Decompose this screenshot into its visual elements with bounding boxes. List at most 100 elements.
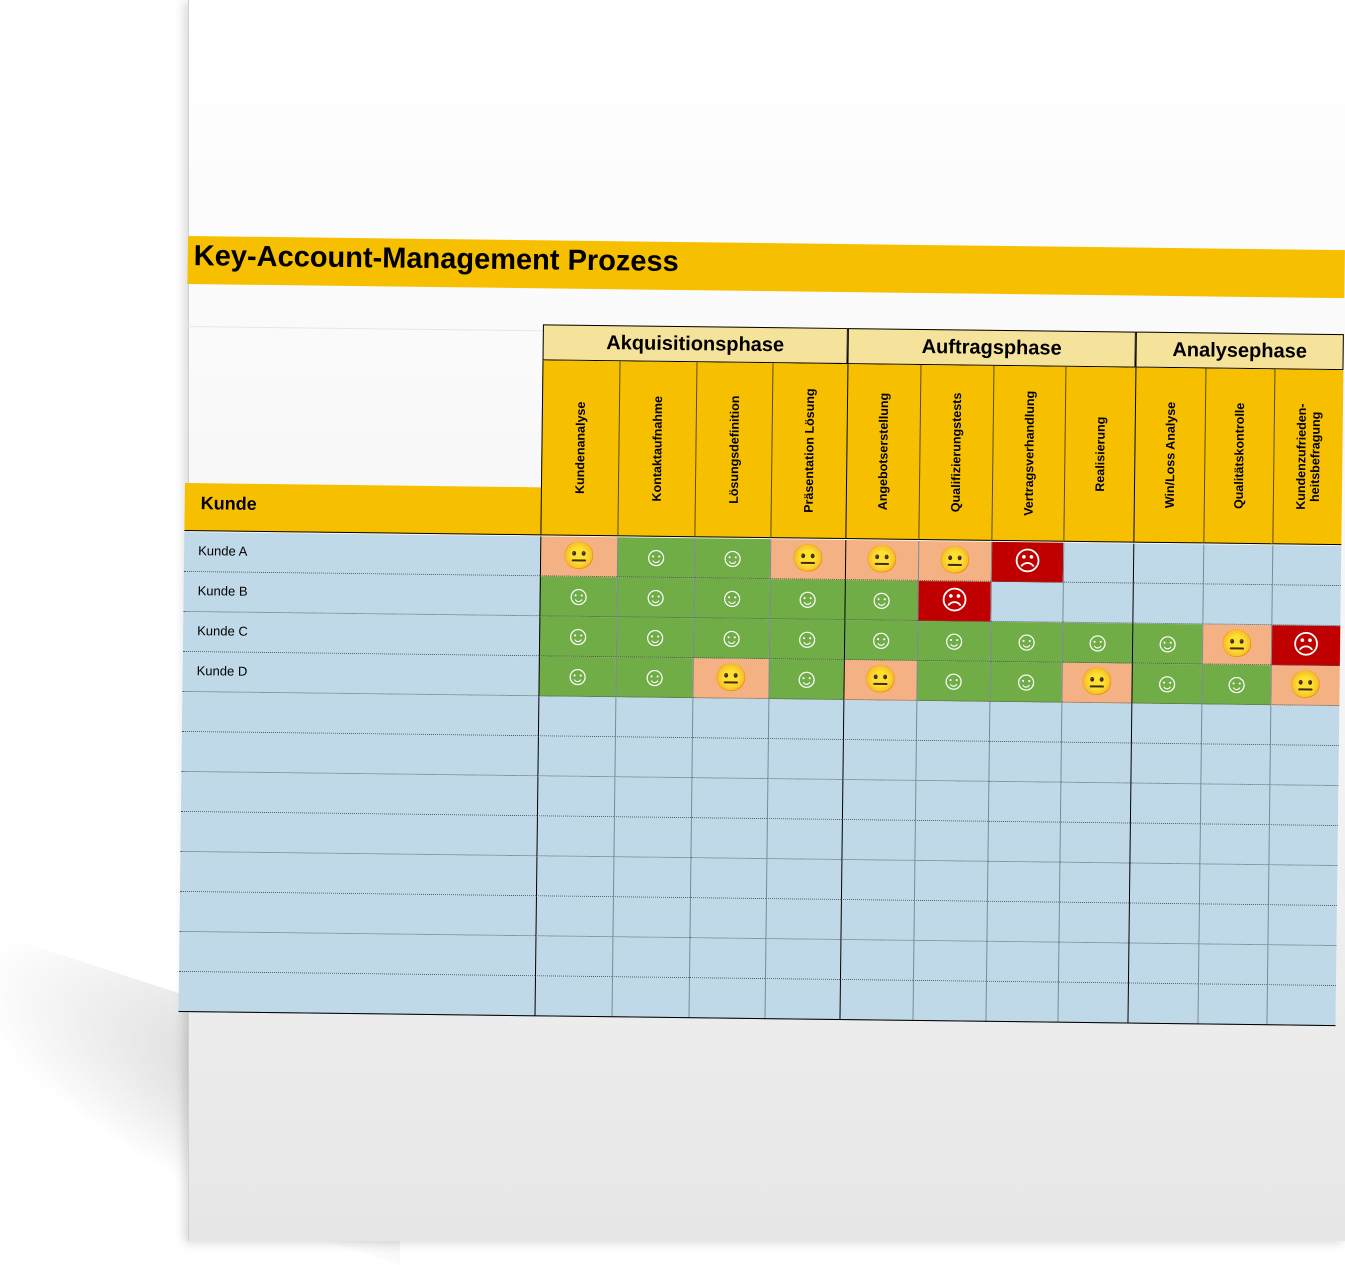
status-cell: ☺ <box>616 537 695 579</box>
status-cell: 😐 <box>1201 624 1272 666</box>
status-cell <box>1200 704 1271 746</box>
smiley-neutral-icon: 😐 <box>1080 666 1115 698</box>
status-cell: ☺ <box>769 579 845 621</box>
status-cell: ☺ <box>1061 622 1133 664</box>
status-cell <box>1268 825 1338 867</box>
status-cell <box>988 741 1061 783</box>
column-header-label: Kontaktaufnahme <box>649 395 666 502</box>
status-cell: ☺ <box>916 660 990 702</box>
column-header-label: Angebotserstellung <box>875 392 892 511</box>
status-cell <box>765 899 841 941</box>
status-cell: ☺ <box>693 538 771 580</box>
status-cell <box>1267 905 1337 947</box>
column-header: Lösungsdefinition <box>694 362 773 539</box>
smiley-happy-icon: ☺ <box>718 582 747 613</box>
column-header: Kundenzufrieden- heitsbefragung <box>1272 369 1344 546</box>
smiley-happy-icon: ☺ <box>793 623 822 654</box>
status-cell <box>688 978 765 1020</box>
status-cell <box>536 816 614 858</box>
status-cell <box>613 777 692 819</box>
smiley-neutral-icon: 😐 <box>863 664 898 695</box>
status-cell <box>987 821 1060 863</box>
customer-row-label <box>181 731 538 777</box>
status-cell <box>1200 744 1270 786</box>
status-cell: ☺ <box>768 619 845 661</box>
column-header-label: Qualifizierungstests <box>948 392 965 513</box>
status-cell <box>990 581 1063 623</box>
phase-header: Auftragsphase <box>847 328 1136 368</box>
customer-row-label <box>180 771 538 817</box>
status-cell: ☺ <box>538 656 616 698</box>
status-cell <box>767 699 844 741</box>
status-cell: ☺ <box>538 616 617 658</box>
status-cell <box>1271 585 1341 627</box>
smiley-happy-icon: ☺ <box>939 665 968 696</box>
customer-header: Kunde <box>184 482 541 536</box>
status-cell <box>841 780 916 821</box>
smiley-happy-icon: ☺ <box>867 584 896 615</box>
status-cell <box>537 696 616 738</box>
status-cell <box>1269 705 1340 747</box>
customer-row-label: Kunde D <box>182 651 539 697</box>
status-cell <box>913 860 988 902</box>
status-cell <box>765 859 842 901</box>
status-cell <box>912 940 987 982</box>
status-cell <box>536 776 615 818</box>
smiley-happy-icon: ☺ <box>563 660 592 691</box>
smiley-happy-icon: ☺ <box>717 622 746 653</box>
status-cell <box>1060 702 1132 744</box>
status-cell <box>987 781 1061 823</box>
status-cell: ☺ <box>616 577 694 619</box>
smiley-happy-icon: ☺ <box>564 580 593 611</box>
status-cell <box>1127 983 1198 1025</box>
status-cell <box>612 857 691 899</box>
status-cell: 😐 <box>844 540 919 581</box>
status-cell <box>1197 984 1267 1026</box>
customer-row-label: Kunde C <box>182 611 540 657</box>
status-cell: ☹ <box>917 580 991 622</box>
status-cell <box>1129 783 1201 825</box>
status-cell: 😐 <box>843 660 917 701</box>
status-cell <box>611 937 690 979</box>
status-cell <box>689 898 766 940</box>
status-cell: ☺ <box>1201 664 1271 706</box>
status-cell <box>691 738 768 780</box>
status-cell <box>1128 903 1199 945</box>
status-cell <box>840 900 914 941</box>
status-cell: ☺ <box>768 659 844 701</box>
smiley-neutral-icon: 😐 <box>714 662 749 693</box>
status-cell <box>1268 785 1339 827</box>
smiley-sad-icon: ☹ <box>1013 546 1042 577</box>
customer-row-label <box>179 891 536 937</box>
status-cell: 😐 <box>769 539 846 581</box>
status-cell: ☺ <box>693 578 770 620</box>
smiley-happy-icon: ☺ <box>1153 627 1182 659</box>
column-header: Win/Loss Analyse <box>1133 367 1206 544</box>
status-cell <box>986 901 1059 943</box>
status-cell <box>839 980 913 1021</box>
smiley-happy-icon: ☺ <box>792 663 821 694</box>
status-cell <box>1198 904 1268 946</box>
smiley-happy-icon: ☺ <box>793 583 822 614</box>
kam-table: Key-Account-Management Prozess Kunde Akq… <box>178 236 1345 1027</box>
smiley-neutral-icon: 😐 <box>1288 669 1323 700</box>
status-cell <box>842 700 917 741</box>
status-cell: ☺ <box>1131 623 1203 665</box>
smiley-happy-icon: ☺ <box>1083 626 1112 658</box>
column-header-label: Qualitätskontrolle <box>1231 402 1248 510</box>
status-cell <box>842 740 916 781</box>
status-cell: ☹ <box>990 541 1064 583</box>
column-header: Vertragsverhandlung <box>991 365 1066 542</box>
status-cell: ☺ <box>989 621 1063 663</box>
status-cell <box>1269 745 1339 787</box>
status-cell <box>1057 942 1129 984</box>
smiley-sad-icon: ☹ <box>940 585 969 616</box>
customer-row-label <box>180 811 537 857</box>
status-cell <box>1058 862 1130 904</box>
smiley-happy-icon: ☺ <box>1153 667 1182 699</box>
smiley-happy-icon: ☺ <box>641 621 670 652</box>
status-cell <box>688 938 766 980</box>
column-header-label: Kundenzufrieden- heitsbefragung <box>1293 403 1323 510</box>
customer-row-label <box>178 971 535 1017</box>
status-cell <box>1197 944 1268 986</box>
